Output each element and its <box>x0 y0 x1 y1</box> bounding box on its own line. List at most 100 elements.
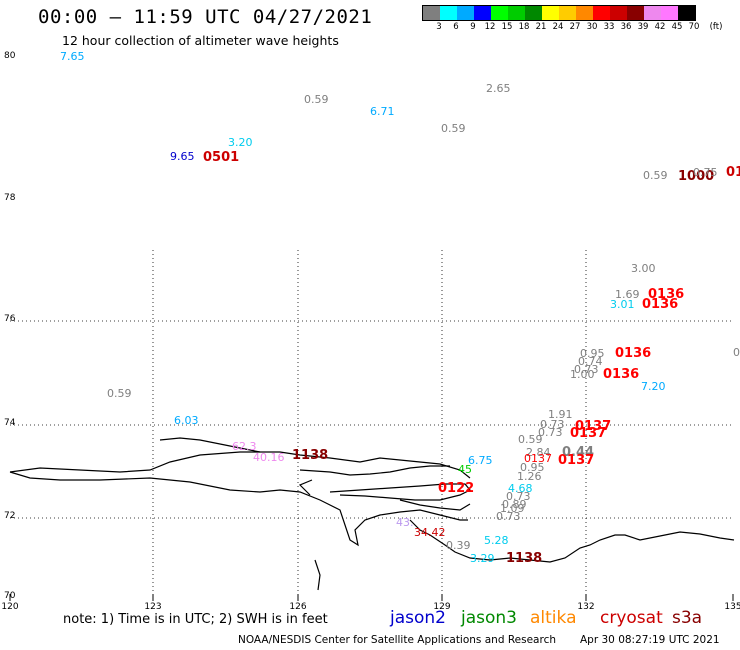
observation-labels: 7.65 0.59 2.65 6.71 0.59 3.20 9.65 0501 0.59 1000… <box>60 50 740 566</box>
legend-label: 70 <box>688 22 700 32</box>
wave-height-label: 4.68 <box>508 482 533 495</box>
lat-tick-label: 72 <box>4 511 15 521</box>
legend-swatch <box>525 6 542 20</box>
generated-timestamp: Apr 30 08:27:19 UTC 2021 <box>580 634 720 646</box>
lon-tick-label: 126 <box>289 602 306 612</box>
legend-swatch <box>491 6 508 20</box>
wave-height-label: 0.59 <box>107 387 132 400</box>
lat-tick-label: 78 <box>4 193 16 203</box>
wave-height-label: 2.84 <box>526 446 551 459</box>
legend-label: 39 <box>637 22 649 32</box>
wave-height-label: 0501 <box>203 150 239 165</box>
wave-height-label: 6.75 <box>468 454 493 467</box>
wave-height-label: 2.65 <box>486 82 511 95</box>
legend-label: 12 <box>484 22 496 32</box>
sat-jason2-label: jason2 <box>390 608 446 628</box>
footnote: note: 1) Time is in UTC; 2) SWH is in fe… <box>63 612 328 627</box>
wave-height-label: 1.69 <box>615 288 640 301</box>
lat-lon-grid: 120 123 126 129 132 135 80 78 76 74 72 70 <box>1 51 740 612</box>
lon-tick-label: 123 <box>144 602 161 612</box>
sat-cryosat-label: cryosat <box>600 608 663 628</box>
wave-height-label: 7.20 <box>641 380 666 393</box>
lon-tick-label: 120 <box>1 602 18 612</box>
legend-swatch <box>423 6 440 20</box>
legend-label: 15 <box>501 22 513 32</box>
wave-height-label: 0.73 <box>538 426 563 439</box>
wave-height-label: 0.95 <box>580 347 605 360</box>
wave-height-label: 0.59 <box>441 122 466 135</box>
lat-tick-label: 74 <box>4 418 16 428</box>
legend-swatch <box>627 6 644 20</box>
wave-height-label: 0.73 <box>540 418 565 431</box>
wave-height-label: 6.71 <box>370 105 395 118</box>
chart-title: 00:00 – 11:59 UTC 04/27/2021 <box>38 6 373 28</box>
wave-height-label: 0122 <box>438 481 474 496</box>
color-legend <box>422 5 696 21</box>
sat-altika-label: altika <box>530 608 577 628</box>
sat-jason3-label: jason3 <box>461 608 517 628</box>
legend-swatch <box>542 6 559 20</box>
wave-height-label: 0.89 <box>502 498 527 511</box>
sat-s3a-label: s3a <box>672 608 703 628</box>
wave-height-label: 1.91 <box>548 408 573 421</box>
wave-height-label: 1138 <box>292 448 328 463</box>
legend-swatch <box>576 6 593 20</box>
wave-height-label: 40.16 <box>253 451 285 464</box>
wave-height-label: 3.20 <box>228 136 253 149</box>
wave-height-label: 0137 <box>524 452 552 465</box>
wave-height-label: 1000 <box>678 169 714 184</box>
legend-swatch <box>508 6 525 20</box>
wave-height-label: 3.01 <box>610 298 635 311</box>
wave-height-label: 0.74 <box>578 355 603 368</box>
wave-height-label: 0136 <box>603 367 639 382</box>
lat-tick-label: 80 <box>4 51 16 61</box>
wave-height-label: 0.59 <box>518 433 543 446</box>
credit-text: NOAA/NESDIS Center for Satellite Applica… <box>238 634 556 646</box>
wave-height-label: 0137 <box>575 419 611 434</box>
wave-height-label: 0 <box>733 346 740 359</box>
legend-label: (ft) <box>709 22 723 32</box>
wave-height-label: 0.75 <box>693 166 718 179</box>
legend-label: 18 <box>518 22 530 32</box>
legend-swatch <box>593 6 610 20</box>
legend-swatch <box>610 6 627 20</box>
wave-height-label: 9.65 <box>170 150 195 163</box>
wave-height-label: 1.09 <box>500 502 525 515</box>
wave-height-label: 0.59 <box>304 93 329 106</box>
wave-height-label: 0.95 <box>520 461 545 474</box>
wave-height-label: 43. <box>396 516 414 529</box>
wave-height-label: 0136 <box>642 297 678 312</box>
wave-height-label: 62.3 <box>232 440 257 453</box>
wave-height-label: 0.39 <box>446 539 471 552</box>
legend-swatch <box>644 6 661 20</box>
legend-swatch <box>474 6 491 20</box>
wave-height-label: 0.73 <box>496 510 521 523</box>
lon-tick-label: 135 <box>724 602 740 612</box>
wave-height-label: 3.00 <box>631 262 656 275</box>
wave-height-label: 45 <box>458 463 472 476</box>
wave-height-label: 5.28 <box>484 534 509 547</box>
wave-height-label: 6.03 <box>174 414 199 427</box>
chart-subtitle: 12 hour collection of altimeter wave hei… <box>62 33 339 48</box>
wave-height-label: 0137 <box>570 426 606 441</box>
wave-height-label: 0136 <box>648 287 684 302</box>
legend-label: 21 <box>535 22 547 32</box>
wave-height-label: 7.65 <box>60 50 85 63</box>
wave-height-label: 3.29 <box>470 552 495 565</box>
legend-label: 9 <box>470 22 476 32</box>
lon-tick-label: 132 <box>577 602 594 612</box>
lat-tick-label: 70 <box>4 591 16 601</box>
coastline <box>9 437 735 591</box>
wave-height-label: 1138 <box>506 551 542 566</box>
legend-label: 42 <box>654 22 666 32</box>
legend-label: 36 <box>620 22 632 32</box>
wave-height-label: 34.42 <box>414 526 446 539</box>
legend-label: 6 <box>453 22 459 32</box>
legend-swatch <box>559 6 576 20</box>
lon-tick-label: 129 <box>433 602 450 612</box>
wave-height-label: 1.00 <box>570 368 595 381</box>
legend-label: 45 <box>671 22 683 32</box>
legend-swatch <box>661 6 678 20</box>
legend-swatch <box>457 6 474 20</box>
